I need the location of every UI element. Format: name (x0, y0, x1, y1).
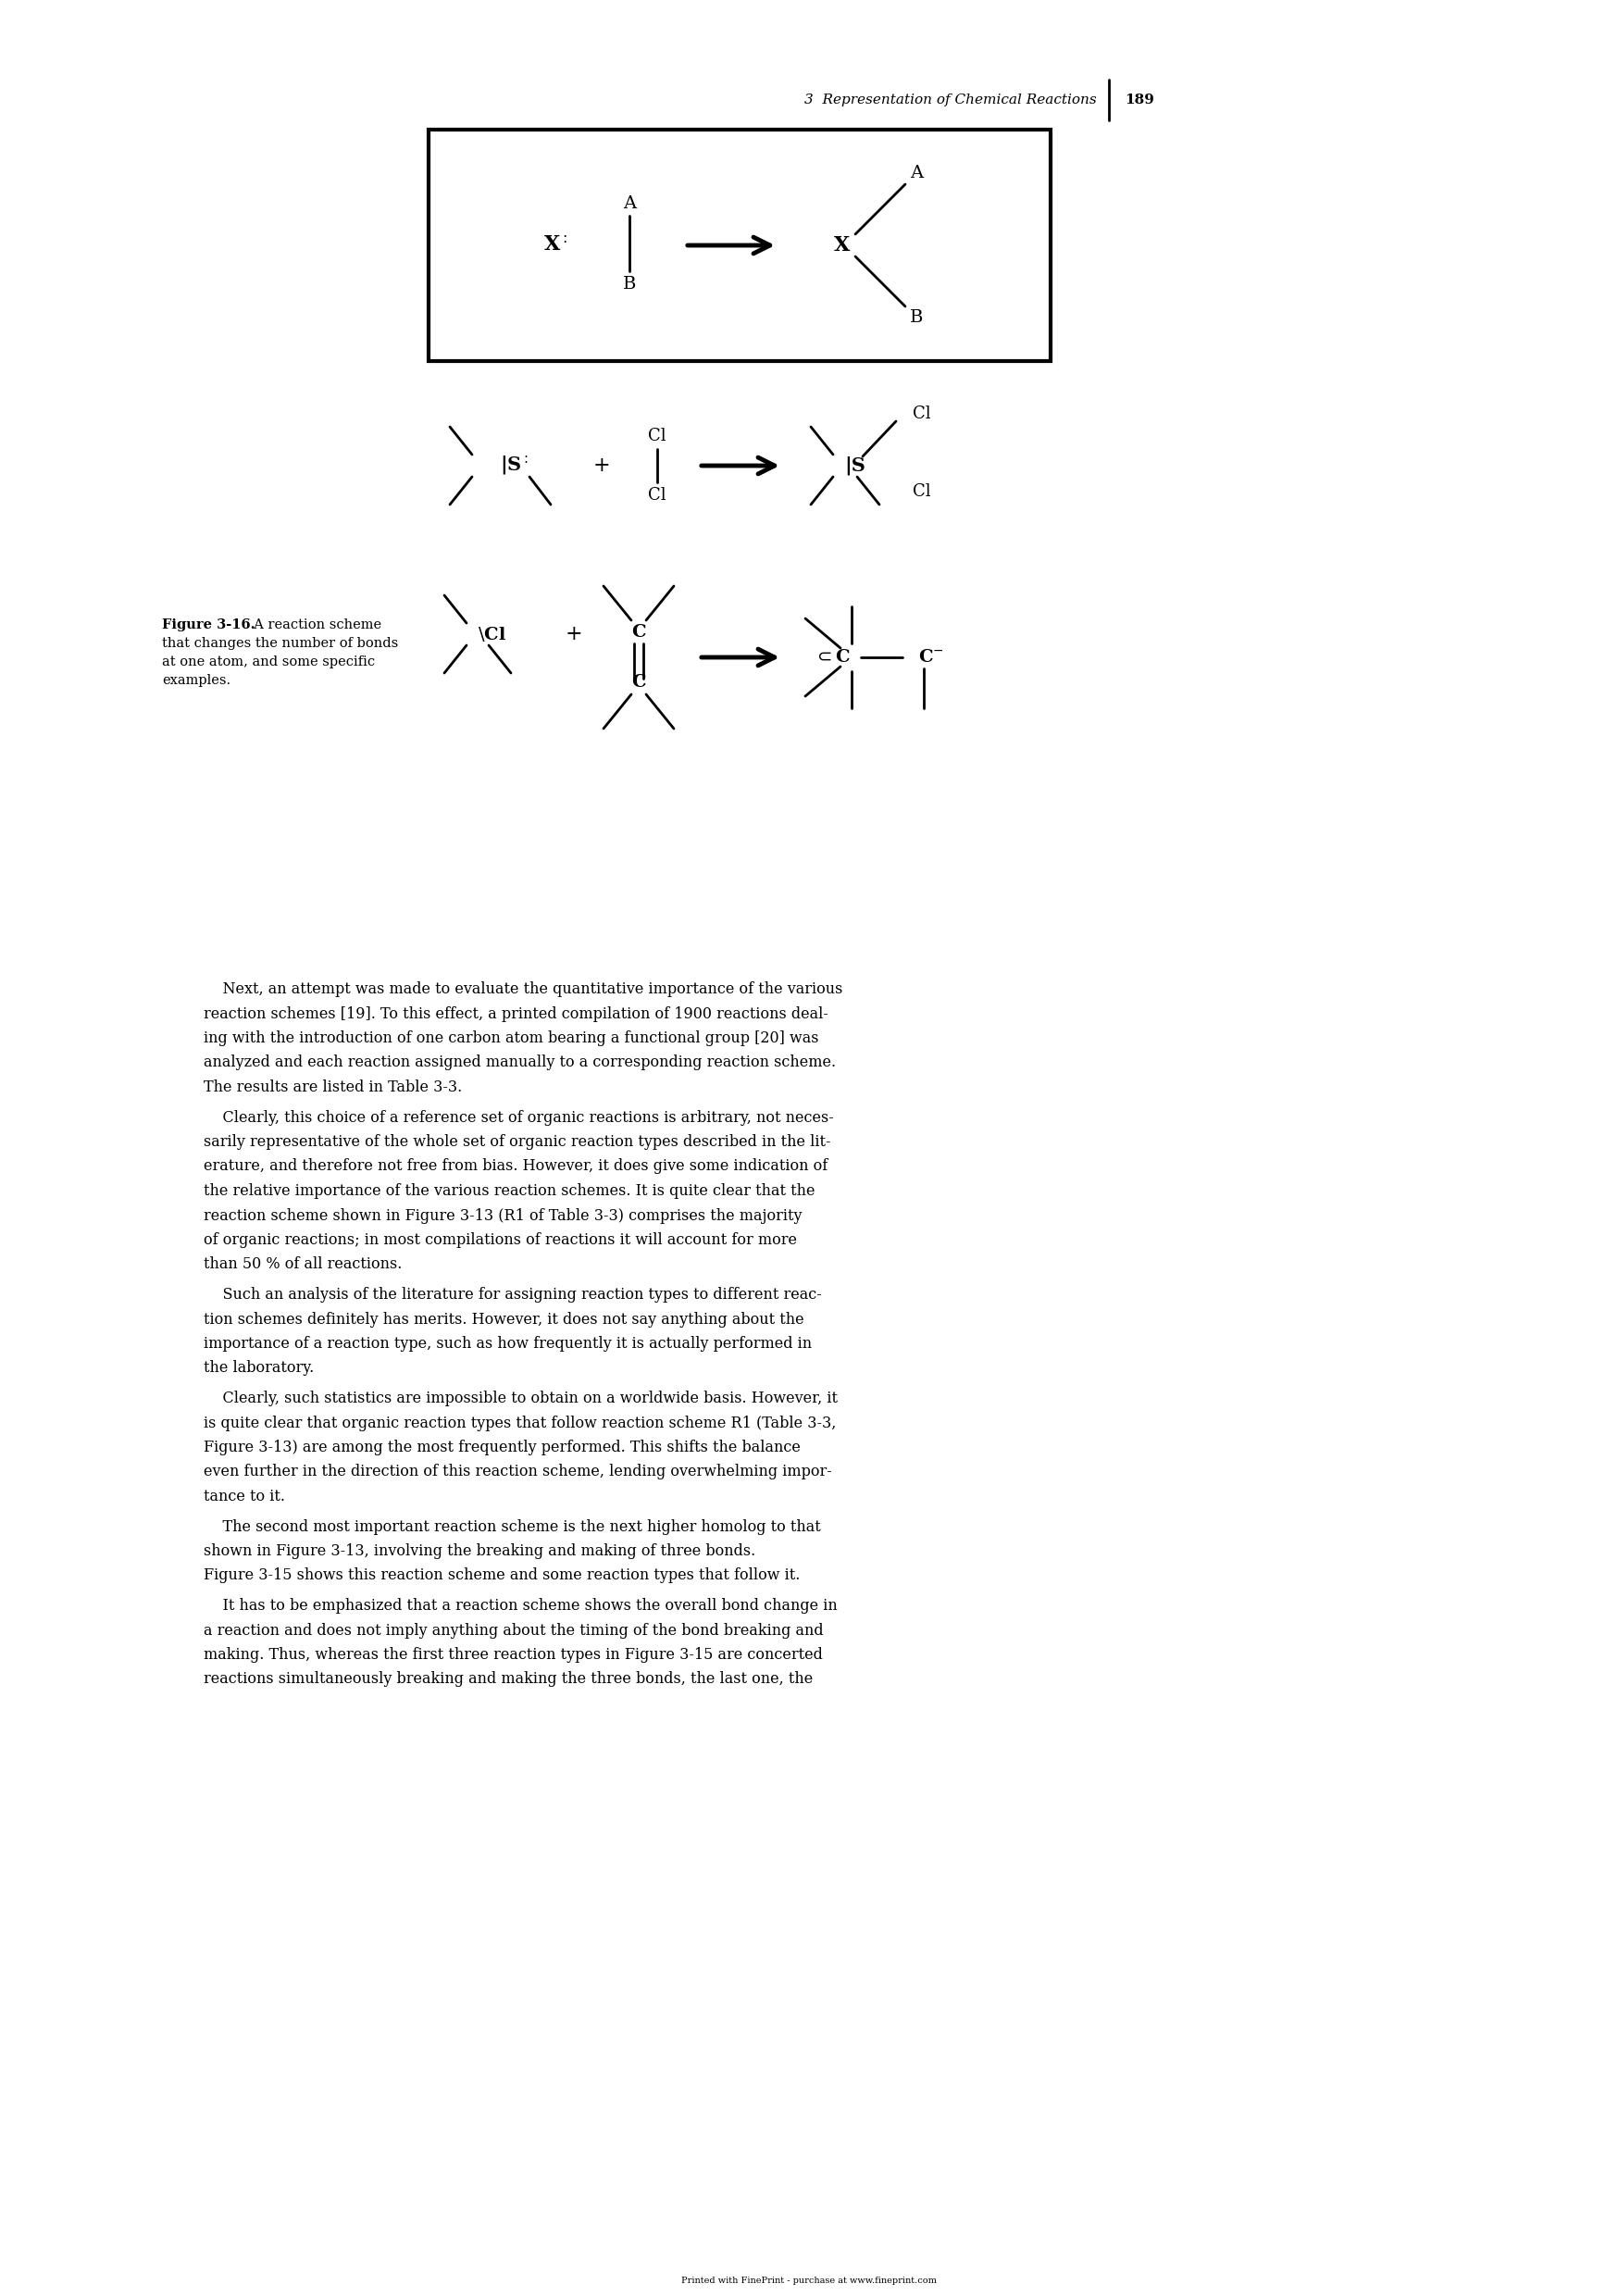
Text: Cl: Cl (649, 487, 667, 503)
Text: is quite clear that organic reaction types that follow reaction scheme R1 (Table: is quite clear that organic reaction typ… (204, 1414, 837, 1430)
Text: tance to it.: tance to it. (204, 1488, 285, 1504)
Text: the laboratory.: the laboratory. (204, 1362, 314, 1375)
Text: Figure 3-15 shows this reaction scheme and some reaction types that follow it.: Figure 3-15 shows this reaction scheme a… (204, 1568, 799, 1584)
Text: Next, an attempt was made to evaluate the quantitative importance of the various: Next, an attempt was made to evaluate th… (204, 980, 843, 996)
Text: |S$^{:}$: |S$^{:}$ (500, 455, 529, 478)
Text: A: A (623, 195, 636, 211)
Text: making. Thus, whereas the first three reaction types in Figure 3-15 are concerte: making. Thus, whereas the first three re… (204, 1646, 824, 1662)
Text: erature, and therefore not free from bias. However, it does give some indication: erature, and therefore not free from bia… (204, 1159, 828, 1173)
Text: reaction scheme shown in Figure 3-13 (R1 of Table 3-3) comprises the majority: reaction scheme shown in Figure 3-13 (R1… (204, 1208, 803, 1224)
Text: X: X (835, 234, 851, 255)
Text: |S: |S (845, 457, 866, 475)
Text: sarily representative of the whole set of organic reaction types described in th: sarily representative of the whole set o… (204, 1134, 830, 1150)
Text: C: C (631, 625, 646, 641)
Text: B: B (623, 276, 636, 292)
Text: Such an analysis of the literature for assigning reaction types to different rea: Such an analysis of the literature for a… (204, 1286, 822, 1302)
Text: even further in the direction of this reaction scheme, lending overwhelming impo: even further in the direction of this re… (204, 1465, 832, 1481)
Text: Printed with FinePrint - purchase at www.fineprint.com: Printed with FinePrint - purchase at www… (681, 2278, 937, 2285)
Text: X$^{:}$: X$^{:}$ (544, 234, 568, 255)
Text: C$^{-}$: C$^{-}$ (919, 650, 943, 666)
Text: than 50 % of all reactions.: than 50 % of all reactions. (204, 1256, 401, 1272)
Bar (429, 129, 1050, 360)
Text: +: + (594, 455, 610, 475)
Text: $\backslash$Cl: $\backslash$Cl (477, 625, 506, 643)
Text: reaction schemes [19]. To this effect, a printed compilation of 1900 reactions d: reaction schemes [19]. To this effect, a… (204, 1006, 828, 1022)
Text: Figure 3-13) are among the most frequently performed. This shifts the balance: Figure 3-13) are among the most frequent… (204, 1440, 801, 1456)
Text: tion schemes definitely has merits. However, it does not say anything about the: tion schemes definitely has merits. Howe… (204, 1311, 804, 1327)
Text: 3  Representation of Chemical Reactions: 3 Representation of Chemical Reactions (804, 94, 1097, 106)
Text: that changes the number of bonds: that changes the number of bonds (162, 636, 398, 650)
Text: The second most important reaction scheme is the next higher homolog to that: The second most important reaction schem… (204, 1518, 820, 1534)
Text: reactions simultaneously breaking and making the three bonds, the last one, the: reactions simultaneously breaking and ma… (204, 1671, 812, 1688)
Text: importance of a reaction type, such as how frequently it is actually performed i: importance of a reaction type, such as h… (204, 1336, 812, 1352)
Text: at one atom, and some specific: at one atom, and some specific (162, 654, 375, 668)
Text: 189: 189 (1125, 94, 1154, 106)
Text: +: + (565, 625, 582, 645)
Text: Clearly, this choice of a reference set of organic reactions is arbitrary, not n: Clearly, this choice of a reference set … (204, 1109, 833, 1125)
Text: Figure 3-16.: Figure 3-16. (162, 618, 256, 631)
Text: A reaction scheme: A reaction scheme (246, 618, 382, 631)
Text: $\subset$C: $\subset$C (814, 650, 851, 666)
Text: Cl: Cl (649, 427, 667, 445)
Text: B: B (909, 310, 922, 326)
Text: A: A (909, 165, 922, 181)
Text: C: C (631, 675, 646, 691)
Text: of organic reactions; in most compilations of reactions it will account for more: of organic reactions; in most compilatio… (204, 1233, 798, 1249)
Text: examples.: examples. (162, 675, 231, 687)
Text: Cl: Cl (913, 482, 930, 501)
Text: Clearly, such statistics are impossible to obtain on a worldwide basis. However,: Clearly, such statistics are impossible … (204, 1391, 838, 1405)
Text: a reaction and does not imply anything about the timing of the bond breaking and: a reaction and does not imply anything a… (204, 1623, 824, 1639)
Text: the relative importance of the various reaction schemes. It is quite clear that : the relative importance of the various r… (204, 1182, 815, 1199)
Text: analyzed and each reaction assigned manually to a corresponding reaction scheme.: analyzed and each reaction assigned manu… (204, 1054, 837, 1070)
Text: shown in Figure 3-13, involving the breaking and making of three bonds.: shown in Figure 3-13, involving the brea… (204, 1543, 756, 1559)
Text: The results are listed in Table 3-3.: The results are listed in Table 3-3. (204, 1079, 463, 1095)
Text: ing with the introduction of one carbon atom bearing a functional group [20] was: ing with the introduction of one carbon … (204, 1031, 819, 1047)
Text: It has to be emphasized that a reaction scheme shows the overall bond change in: It has to be emphasized that a reaction … (204, 1598, 838, 1614)
Text: Cl: Cl (913, 406, 930, 422)
